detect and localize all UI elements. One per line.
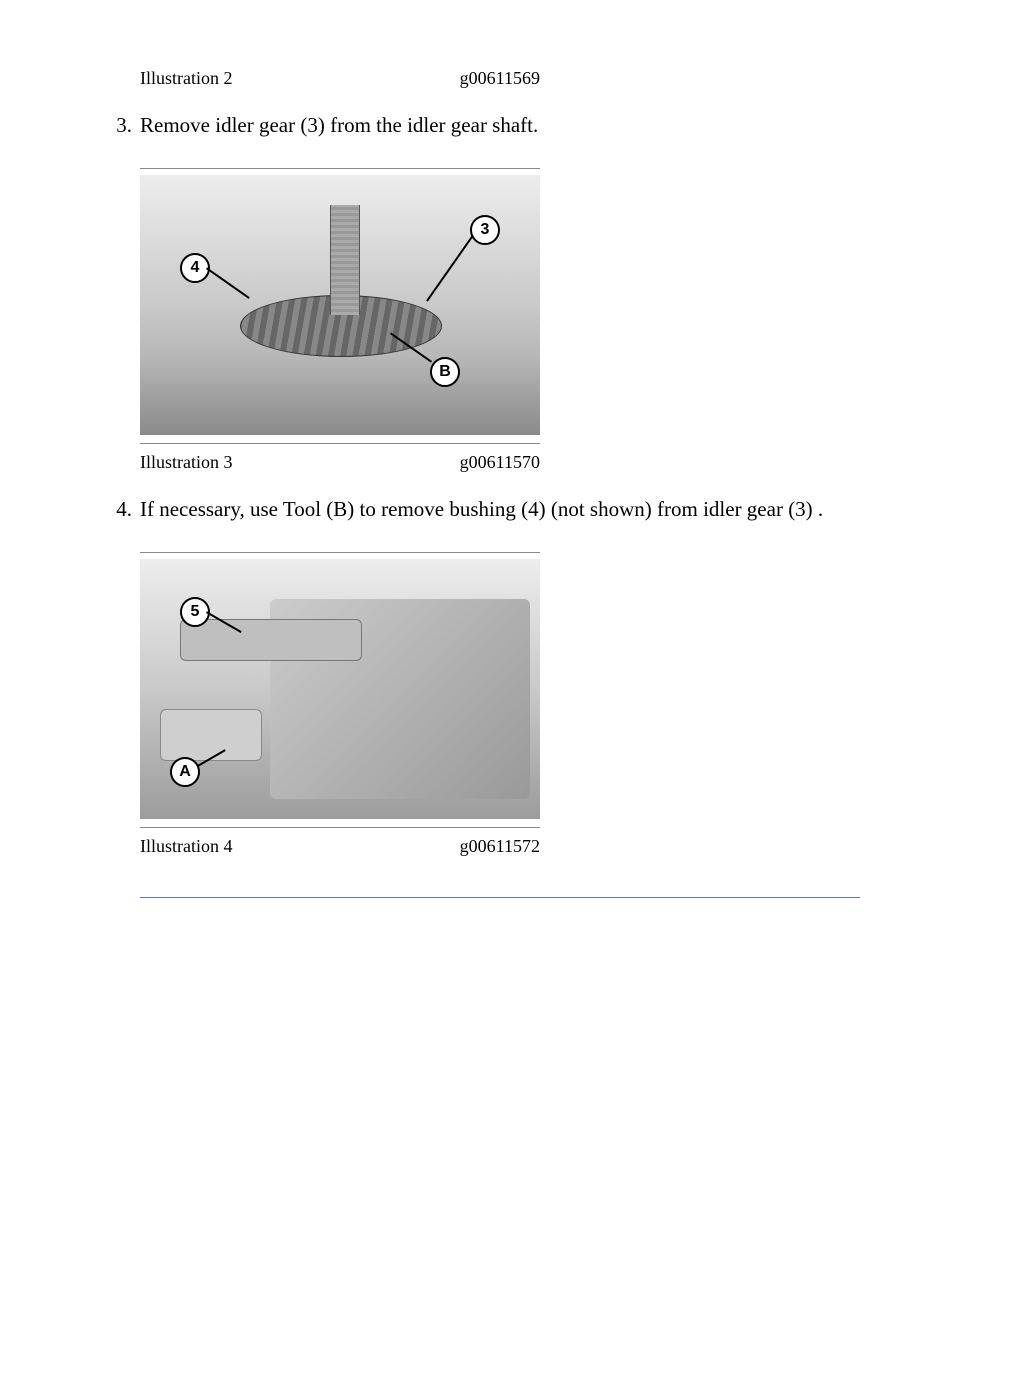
- step-4-number: 4.: [100, 497, 140, 522]
- callout-a: A: [170, 757, 200, 787]
- illustration-2-label: Illustration 2: [140, 68, 233, 89]
- illustration-4-code: g00611572: [460, 836, 540, 857]
- puller-arm: [180, 619, 362, 661]
- callout-b: B: [430, 357, 460, 387]
- step-3-text: Remove idler gear (3) from the idler gea…: [140, 113, 538, 138]
- illustration-3-label: Illustration 3: [140, 452, 233, 473]
- illustration-4-caption-row: Illustration 4 g00611572: [140, 836, 540, 857]
- figure-4-block: 5 A: [140, 552, 540, 828]
- step-3: 3. Remove idler gear (3) from the idler …: [100, 113, 924, 138]
- figure-4-image: 5 A: [140, 559, 540, 819]
- step-3-number: 3.: [100, 113, 140, 138]
- step-4-text: If necessary, use Tool (B) to remove bus…: [140, 497, 823, 522]
- illustration-3-caption-row: Illustration 3 g00611570: [140, 452, 540, 473]
- illustration-2-caption-row: Illustration 2 g00611569: [140, 68, 540, 89]
- press-block: [140, 355, 540, 435]
- section-divider: [140, 897, 860, 898]
- puller-foot: [160, 709, 262, 761]
- figure-4-top-rule: [140, 552, 540, 553]
- illustration-3-code: g00611570: [460, 452, 540, 473]
- figure-3-bottom-rule: [140, 443, 540, 444]
- press-shaft: [330, 205, 360, 315]
- figure-3-top-rule: [140, 168, 540, 169]
- illustration-2-code: g00611569: [460, 68, 540, 89]
- document-page: Illustration 2 g00611569 3. Remove idler…: [0, 0, 1024, 958]
- leader-4: [206, 267, 250, 298]
- figure-4-bottom-rule: [140, 827, 540, 828]
- callout-3: 3: [470, 215, 500, 245]
- leader-3: [426, 235, 474, 302]
- illustration-4-label: Illustration 4: [140, 836, 233, 857]
- figure-3-image: 4 3 B: [140, 175, 540, 435]
- step-4: 4. If necessary, use Tool (B) to remove …: [100, 497, 924, 522]
- figure-3-block: 4 3 B: [140, 168, 540, 444]
